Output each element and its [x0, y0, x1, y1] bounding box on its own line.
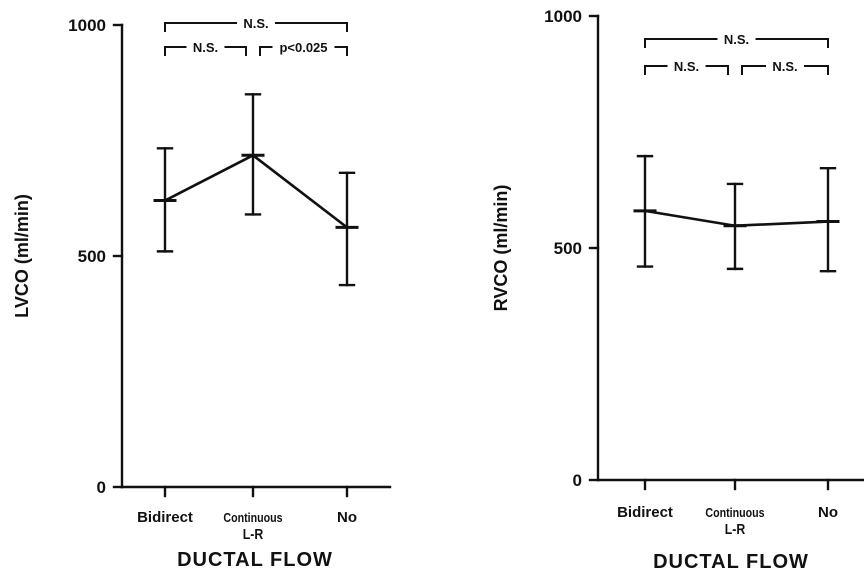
- mean-line: [164, 153, 348, 229]
- bracket-right: [705, 65, 729, 75]
- significance-bracket: N.S.: [164, 16, 348, 32]
- bracket-right: [804, 65, 829, 75]
- y-tick-label: 0: [97, 478, 106, 497]
- x-tick-label: Continuous L-R: [223, 510, 282, 542]
- rvco-chart: 0 500 1000 Bidirect Continuous L-R No DUCTAL FL…: [491, 7, 864, 573]
- significance-bracket: N.S.: [164, 40, 247, 56]
- significance-label: N.S.: [724, 32, 749, 47]
- y-axis-title: LVCO (ml/min): [12, 194, 32, 318]
- bracket-left: [164, 22, 237, 32]
- bracket-left: [741, 65, 766, 75]
- x-tick-label: No: [818, 504, 838, 521]
- y-tick-label: 0: [573, 471, 582, 490]
- y-tick-label: 500: [78, 247, 106, 266]
- lvco-chart: 0 500 1000 Bidirect Continuous L-R No DUCTAL FL…: [12, 16, 392, 571]
- significance-bracket: N.S.: [644, 59, 729, 75]
- bracket-right: [755, 38, 829, 48]
- significance-bracket: N.S.: [741, 59, 829, 75]
- bracket-left: [644, 38, 718, 48]
- bracket-right: [224, 46, 247, 56]
- bracket-right: [275, 22, 348, 32]
- x-tick-label: Continuous L-R: [705, 505, 764, 537]
- bracket-left: [164, 46, 187, 56]
- significance-bracket: N.S.: [644, 32, 829, 48]
- y-tick-label: 1000: [68, 16, 106, 35]
- significance-label: N.S.: [772, 59, 797, 74]
- bracket-left: [644, 65, 668, 75]
- significance-label: N.S.: [674, 59, 699, 74]
- significance-bracket: p<0.025: [259, 40, 348, 56]
- bracket-right: [334, 46, 348, 56]
- x-tick-label: Bidirect: [137, 509, 193, 526]
- x-tick-label: Bidirect: [617, 504, 673, 521]
- y-tick-label: 1000: [544, 7, 582, 26]
- significance-label: N.S.: [193, 40, 218, 55]
- y-axis-title: RVCO (ml/min): [491, 185, 511, 312]
- significance-label: p<0.025: [279, 40, 327, 55]
- bracket-left: [259, 46, 273, 56]
- y-tick-label: 500: [554, 239, 582, 258]
- x-tick-label: No: [337, 509, 357, 526]
- significance-label: N.S.: [243, 16, 268, 31]
- x-axis-title: DUCTAL FLOW: [177, 549, 333, 571]
- x-axis-title: DUCTAL FLOW: [653, 551, 809, 573]
- mean-line: [644, 209, 829, 228]
